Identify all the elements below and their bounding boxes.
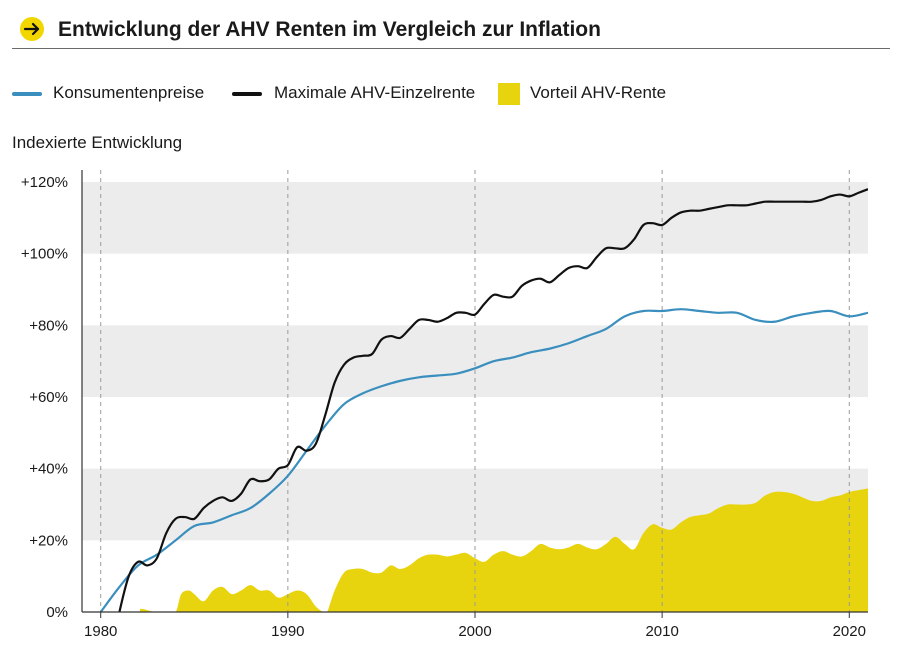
line-ahv-einzelrente (118, 188, 868, 612)
y-tick-label: +20% (29, 532, 68, 549)
legend-label-konsumentenpreise: Konsumentenpreise (53, 83, 205, 102)
y-tick-label: +60% (29, 389, 68, 406)
legend-label-ahv-einzelrente: Maximale AHV-Einzelrente (274, 83, 476, 102)
x-tick-label: 2000 (458, 623, 491, 640)
legend-swatch-vorteil (498, 83, 520, 105)
grid-band (82, 325, 868, 397)
x-tick-label: 2020 (833, 623, 866, 640)
x-tick-label: 1980 (84, 623, 117, 640)
y-tick-label: 0% (46, 604, 68, 621)
y-tick-label: +120% (21, 174, 68, 191)
chart-title: Entwicklung der AHV Renten im Vergleich … (58, 18, 601, 41)
legend-swatch-konsumentenpreise (12, 92, 42, 96)
y-tick-label: +100% (21, 246, 68, 263)
chart-header: Entwicklung der AHV Renten im Vergleich … (12, 8, 890, 49)
area-vorteil-ahv-rente (100, 488, 868, 612)
x-tick-label: 2010 (645, 623, 678, 640)
arrow-right-icon (20, 17, 44, 41)
legend-label-vorteil: Vorteil AHV-Rente (530, 83, 667, 102)
grid-band (82, 182, 868, 254)
y-tick-label: +80% (29, 317, 68, 334)
x-tick-label: 1990 (271, 623, 304, 640)
legend-swatch-ahv-einzelrente (232, 92, 262, 96)
y-axis-label: Indexierte Entwicklung (12, 133, 183, 152)
line-konsumentenpreise (99, 308, 868, 612)
y-tick-label: +40% (29, 461, 68, 478)
